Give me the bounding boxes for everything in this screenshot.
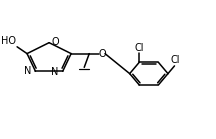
Text: O: O bbox=[98, 49, 106, 59]
Text: HO: HO bbox=[1, 36, 16, 46]
Text: N: N bbox=[51, 67, 58, 77]
Text: N: N bbox=[24, 66, 31, 76]
Text: O: O bbox=[51, 37, 59, 47]
Text: Cl: Cl bbox=[135, 43, 144, 53]
Text: Cl: Cl bbox=[171, 55, 180, 65]
